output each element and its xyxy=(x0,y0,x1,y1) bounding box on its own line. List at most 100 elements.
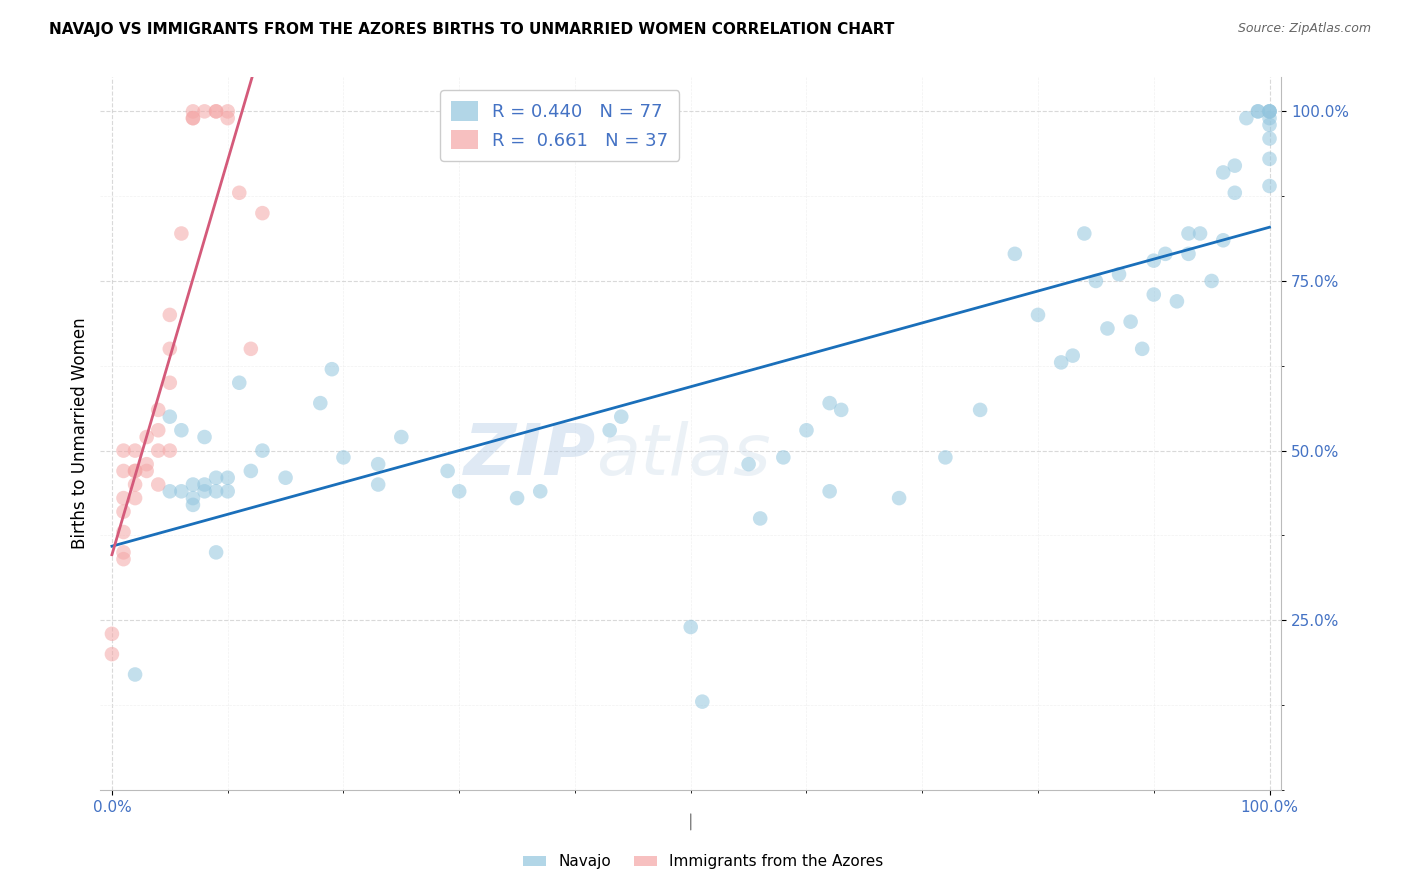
Point xyxy=(1143,287,1166,301)
Point xyxy=(1084,274,1107,288)
Point xyxy=(1258,118,1281,132)
Point xyxy=(112,505,135,519)
Point xyxy=(193,104,215,119)
Point xyxy=(1166,294,1188,309)
Point xyxy=(389,430,412,444)
Point xyxy=(159,342,181,356)
Point xyxy=(112,552,135,566)
Point xyxy=(449,484,471,499)
Point xyxy=(1177,227,1199,241)
Point xyxy=(274,471,297,485)
Point xyxy=(159,443,181,458)
Point xyxy=(1258,131,1281,145)
Point xyxy=(112,491,135,505)
Point xyxy=(217,484,239,499)
Point xyxy=(1223,186,1246,200)
Point xyxy=(772,450,794,465)
Point xyxy=(1154,247,1177,261)
Point xyxy=(1130,342,1153,356)
Point xyxy=(101,647,124,661)
Point xyxy=(239,464,262,478)
Point xyxy=(1143,253,1166,268)
Point xyxy=(321,362,343,376)
Point xyxy=(159,308,181,322)
Point xyxy=(1258,104,1281,119)
Point xyxy=(159,409,181,424)
Point xyxy=(124,443,146,458)
Point xyxy=(148,403,170,417)
Point xyxy=(599,423,621,437)
Point xyxy=(887,491,910,505)
Point xyxy=(148,443,170,458)
Point xyxy=(181,477,204,491)
Point xyxy=(205,104,228,119)
Point xyxy=(205,471,228,485)
Point xyxy=(112,464,135,478)
Point xyxy=(692,695,714,709)
Point xyxy=(1258,152,1281,166)
Point xyxy=(205,104,228,119)
Point xyxy=(181,111,204,125)
Point xyxy=(1177,247,1199,261)
Text: NAVAJO VS IMMIGRANTS FROM THE AZORES BIRTHS TO UNMARRIED WOMEN CORRELATION CHART: NAVAJO VS IMMIGRANTS FROM THE AZORES BIR… xyxy=(49,22,894,37)
Point xyxy=(332,450,354,465)
Legend: R = 0.440   N = 77, R =  0.661   N = 37: R = 0.440 N = 77, R = 0.661 N = 37 xyxy=(440,90,679,161)
Point xyxy=(148,423,170,437)
Point xyxy=(749,511,772,525)
Point xyxy=(1247,104,1270,119)
Point xyxy=(610,409,633,424)
Point xyxy=(205,545,228,559)
Point xyxy=(181,104,204,119)
Point xyxy=(818,484,841,499)
Point xyxy=(193,484,215,499)
Point xyxy=(1212,165,1234,179)
Point xyxy=(159,484,181,499)
Point xyxy=(124,464,146,478)
Point xyxy=(1004,247,1026,261)
Point xyxy=(1223,159,1246,173)
Text: Source: ZipAtlas.com: Source: ZipAtlas.com xyxy=(1237,22,1371,36)
Point xyxy=(124,477,146,491)
Point xyxy=(217,104,239,119)
Point xyxy=(205,484,228,499)
Text: atlas: atlas xyxy=(596,420,770,490)
Point xyxy=(124,464,146,478)
Point xyxy=(135,430,157,444)
Point xyxy=(1119,315,1142,329)
Point xyxy=(436,464,458,478)
Point xyxy=(159,376,181,390)
Point xyxy=(309,396,332,410)
Point xyxy=(193,477,215,491)
Point xyxy=(1108,267,1130,281)
Point xyxy=(112,443,135,458)
Point xyxy=(1050,355,1073,369)
Point xyxy=(796,423,818,437)
Point xyxy=(124,491,146,505)
Point xyxy=(1097,321,1119,335)
Point xyxy=(181,491,204,505)
Point xyxy=(135,457,157,471)
Point xyxy=(1258,111,1281,125)
Point xyxy=(1189,227,1212,241)
Point xyxy=(252,206,274,220)
Point xyxy=(228,376,250,390)
Point xyxy=(1258,179,1281,194)
Point xyxy=(506,491,529,505)
Point xyxy=(148,477,170,491)
Point xyxy=(1234,111,1257,125)
Point xyxy=(1026,308,1049,322)
Point xyxy=(170,423,193,437)
Point xyxy=(818,396,841,410)
Point xyxy=(170,227,193,241)
Point xyxy=(181,498,204,512)
Point xyxy=(252,443,274,458)
Point xyxy=(1062,349,1084,363)
Point xyxy=(367,477,389,491)
Point xyxy=(529,484,551,499)
Point xyxy=(217,471,239,485)
Y-axis label: Births to Unmarried Women: Births to Unmarried Women xyxy=(72,318,89,549)
Point xyxy=(135,464,157,478)
Point xyxy=(1258,104,1281,119)
Point xyxy=(367,457,389,471)
Point xyxy=(1258,104,1281,119)
